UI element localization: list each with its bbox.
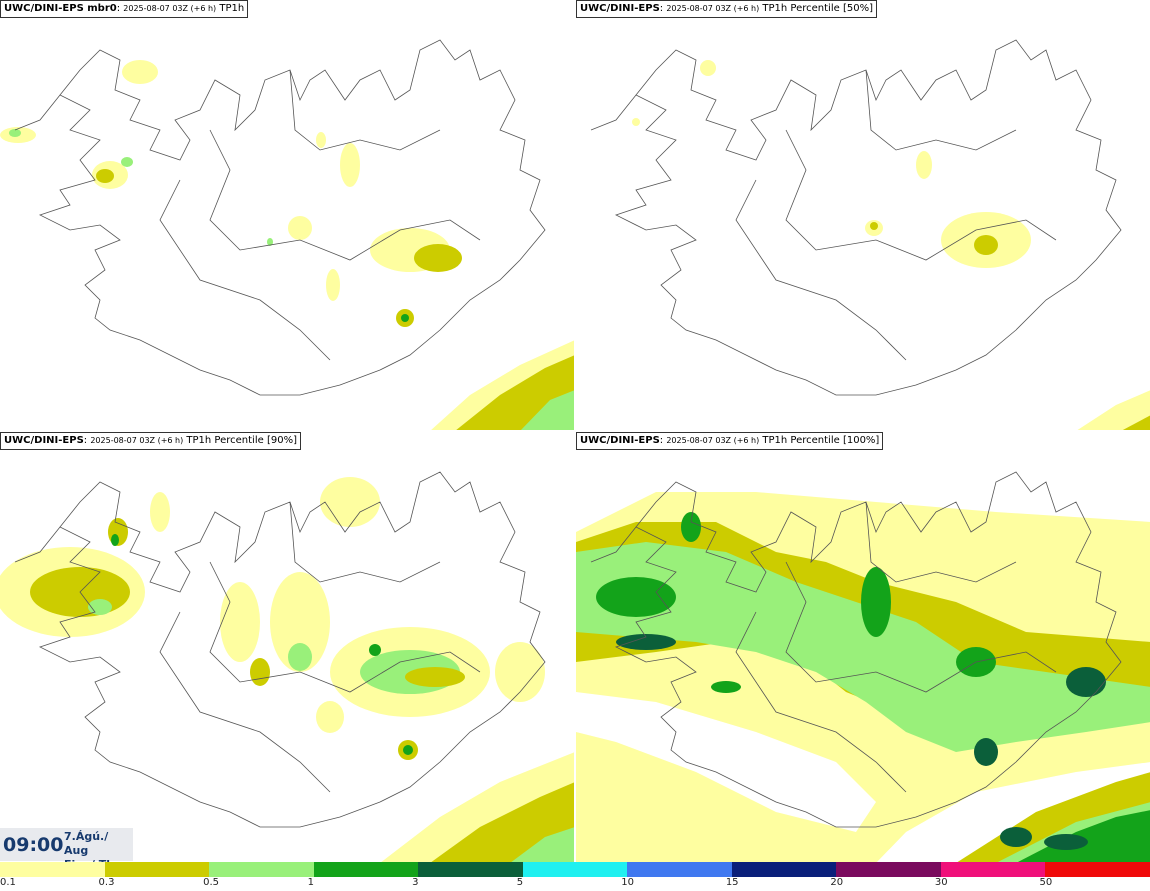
- precip-map: [590, 39, 1150, 431]
- legend-tick-label: 0.1: [0, 877, 16, 888]
- legend-swatch: [627, 862, 732, 877]
- legend-swatch: [731, 862, 837, 877]
- panel-title: UWC/DINI-EPS mbr0: 2025-08-07 03Z (+6 h)…: [0, 0, 249, 18]
- legend-swatch: [418, 862, 523, 877]
- date-line-1: 7.Ágú./ Aug: [64, 830, 109, 857]
- product-name: TP1h: [219, 3, 245, 14]
- legend-tick-label: 5: [516, 877, 524, 888]
- map-panel-p90: UWC/DINI-EPS: 2025-08-07 03Z (+6 h) TP1h…: [0, 432, 575, 863]
- model-name: UWC/DINI-EPS: [580, 3, 660, 14]
- precip-map: [0, 39, 575, 431]
- legend-tick-label: 0.3: [98, 877, 115, 888]
- precip-map: [0, 471, 575, 863]
- legend-tick-labels: 0.1 0.3 0.5 1 3 5 10 15 20 30 50: [0, 877, 1150, 891]
- map-panel-p50: UWC/DINI-EPS: 2025-08-07 03Z (+6 h) TP1h…: [576, 0, 1150, 431]
- legend-swatch: [209, 862, 314, 877]
- run-time: 2025-08-07 03Z (+6 h): [666, 4, 760, 13]
- valid-time-box: 09:00 7.Ágú./ Aug Fim./ Thu: [0, 828, 133, 871]
- color-legend: [0, 862, 1150, 877]
- product-name: TP1h Percentile [90%]: [186, 435, 297, 446]
- legend-tick-label: 3: [412, 877, 419, 888]
- legend-swatch: [1045, 862, 1150, 877]
- valid-time: 09:00: [3, 834, 64, 856]
- legend-tick-label: 0.5: [203, 877, 219, 888]
- run-time: 2025-08-07 03Z (+6 h): [666, 436, 760, 445]
- legend-tick-label: 15: [725, 877, 739, 888]
- legend-swatch: [940, 862, 1046, 877]
- run-time: 2025-08-07 03Z (+6 h): [123, 4, 217, 13]
- product-name: TP1h Percentile [100%]: [762, 435, 880, 446]
- legend-tick-label: 1: [307, 877, 314, 888]
- model-name: UWC/DINI-EPS: [4, 435, 84, 446]
- precip-map: [576, 471, 1150, 863]
- map-panel-mbr0: UWC/DINI-EPS mbr0: 2025-08-07 03Z (+6 h)…: [0, 0, 575, 431]
- run-time: 2025-08-07 03Z (+6 h): [90, 436, 184, 445]
- panel-divider-horizontal: [0, 430, 1150, 432]
- legend-swatch: [0, 862, 105, 877]
- legend-swatch: [313, 862, 419, 877]
- panel-title: UWC/DINI-EPS: 2025-08-07 03Z (+6 h) TP1h…: [0, 432, 301, 450]
- legend-tick-label: 20: [830, 877, 844, 888]
- map-panel-p100: UWC/DINI-EPS: 2025-08-07 03Z (+6 h) TP1h…: [576, 432, 1150, 863]
- panel-title: UWC/DINI-EPS: 2025-08-07 03Z (+6 h) TP1h…: [576, 432, 884, 450]
- legend-tick-label: 50: [1039, 877, 1053, 888]
- legend-swatch: [104, 862, 210, 877]
- legend-swatch: [836, 862, 941, 877]
- product-name: TP1h Percentile [50%]: [762, 3, 873, 14]
- legend-swatch: [522, 862, 628, 877]
- legend-tick-label: 10: [621, 877, 634, 888]
- legend-tick-label: 30: [934, 877, 948, 888]
- model-name: UWC/DINI-EPS mbr0: [4, 3, 117, 14]
- panel-title: UWC/DINI-EPS: 2025-08-07 03Z (+6 h) TP1h…: [576, 0, 877, 18]
- model-name: UWC/DINI-EPS: [580, 435, 660, 446]
